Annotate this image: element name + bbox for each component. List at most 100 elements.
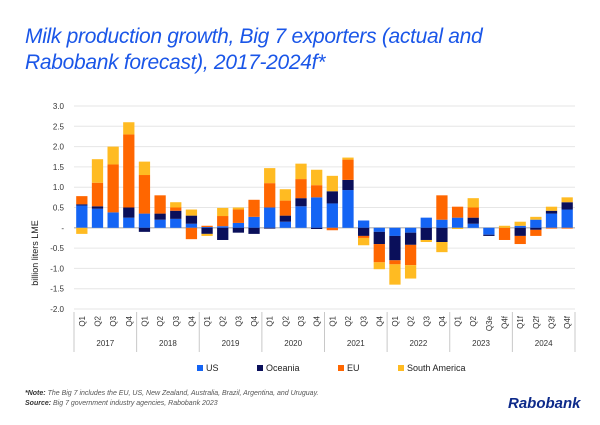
bar-segment-us: [76, 205, 88, 228]
bar-segment-eu: [264, 183, 276, 208]
bar-segment-oceania: [123, 207, 135, 218]
bar-segment-south-america: [170, 202, 182, 208]
bar-segment-south-america: [451, 227, 464, 230]
x-tick-label: Q1: [328, 315, 337, 326]
bar-segment-us: [264, 207, 276, 228]
y-tick-label: 3.0: [53, 102, 65, 111]
bar-segment-south-america: [279, 189, 291, 201]
x-tick-label: Q4: [250, 315, 259, 326]
bars: [76, 122, 573, 285]
bar-segment-oceania: [514, 227, 526, 236]
bar-segment-us: [248, 216, 260, 228]
bar-segment-oceania: [436, 227, 448, 243]
x-tick-label: Q2: [156, 315, 165, 326]
bar-segment-eu: [170, 207, 182, 211]
bar-segment-oceania: [91, 206, 104, 209]
bar-segment-us: [154, 219, 166, 228]
legend-label-oceania: Oceania: [266, 363, 300, 373]
bar-segment-eu: [326, 227, 338, 231]
x-tick-label: Q2: [407, 315, 416, 326]
x-tick-label: Q2f: [532, 315, 541, 329]
source-line: Source: Big 7 government industry agenci…: [25, 399, 319, 409]
bar-segment-eu: [389, 260, 401, 265]
legend-item-eu: EU: [338, 363, 360, 373]
legend-label-eu: EU: [347, 363, 360, 373]
bar-segment-us: [107, 212, 119, 228]
bar-segment-us: [311, 197, 323, 228]
bar-segment-south-america: [373, 262, 385, 270]
chart-title-line-2: Rabobank forecast), 2017-2024f*: [25, 51, 326, 74]
x-tick-label: Q1: [78, 315, 87, 326]
bar-segment-south-america: [107, 146, 119, 165]
x-tick-label: Q4: [125, 315, 134, 326]
bar-segment-eu: [279, 200, 291, 216]
bar-segment-south-america: [498, 225, 511, 228]
bar-segment-south-america: [420, 239, 432, 243]
x-tick-label: Q2: [93, 315, 102, 326]
x-tick-label: Q4f: [501, 315, 510, 329]
x-tick-label: Q4: [438, 315, 447, 326]
bar-segment-eu: [123, 134, 135, 208]
x-tick-label: Q1f: [516, 315, 525, 329]
note-label: *Note:: [25, 390, 46, 397]
bar-segment-oceania: [389, 235, 401, 261]
bar-segment-south-america: [295, 163, 307, 180]
bar-segment-eu: [76, 196, 88, 205]
bar-segment-us: [279, 221, 291, 228]
x-tick-label: Q2: [219, 315, 228, 326]
bar-segment-eu: [295, 179, 307, 199]
x-tick-label: Q3: [422, 315, 431, 326]
y-axis-label: billion liters LME: [30, 220, 40, 286]
x-tick-label: Q3: [360, 315, 369, 326]
bar-segment-us: [561, 209, 573, 228]
bar-segment-oceania: [404, 232, 417, 245]
bar-segment-south-america: [467, 198, 479, 208]
bar-segment-eu: [514, 235, 526, 245]
bar-segment-eu: [311, 185, 323, 198]
bar-segment-oceania: [217, 227, 229, 240]
x-group-label: 2019: [222, 339, 240, 348]
legend-swatch-oceania: [257, 365, 263, 371]
bar-segment-us: [138, 213, 151, 228]
bar-segment-oceania: [138, 227, 151, 232]
bar-segment-us: [545, 213, 558, 228]
rabobank-logo: Rabobank: [508, 395, 581, 412]
footnote: *Note: The Big 7 includes the EU, US, Ne…: [25, 389, 319, 409]
y-tick-label: -2.0: [50, 305, 64, 314]
bar-segment-eu: [201, 225, 213, 227]
bar-segment-eu: [358, 235, 370, 238]
bar-segment-eu: [498, 227, 511, 240]
y-tick-label: -1.0: [50, 264, 64, 273]
bar-segment-eu: [107, 164, 119, 213]
bar-segment-oceania: [326, 191, 338, 204]
x-tick-label: Q3: [234, 315, 243, 326]
bar-segment-oceania: [561, 202, 573, 210]
bar-segment-south-america: [311, 169, 323, 186]
x-tick-label: Q4: [187, 315, 196, 326]
bar-segment-south-america: [123, 122, 135, 135]
bar-segment-us: [451, 217, 464, 228]
chart-title-line-1: Milk production growth, Big 7 exporters …: [25, 25, 483, 48]
bar-segment-south-america: [404, 265, 417, 279]
legend: US Oceania EU South America: [0, 363, 600, 377]
y-tick-label: 0.5: [53, 204, 65, 213]
bar-segment-eu: [530, 229, 542, 236]
bar-segment-oceania: [248, 227, 260, 234]
bar-segment-south-america: [514, 221, 526, 226]
bar-segment-oceania: [530, 227, 542, 230]
bar-segment-eu: [373, 244, 385, 263]
bar-segment-south-america: [91, 159, 104, 183]
bar-segment-us: [467, 223, 479, 228]
bar-segment-us: [373, 227, 385, 232]
x-tick-label: Q2: [281, 315, 290, 326]
bar-segment-us: [404, 227, 417, 233]
bar-segment-oceania: [467, 217, 479, 224]
bar-segment-eu: [91, 182, 104, 207]
y-tick-label: 1.0: [53, 183, 65, 192]
bar-segment-eu: [451, 206, 464, 218]
stacked-bar-chart: 3.0 2.5 2.0 1.5 1.0 0.5 - -0.5 -1.0 -1.5 -2.0 bill…: [30, 102, 576, 352]
x-tick-label: Q3: [109, 315, 118, 326]
bar-segment-oceania: [170, 210, 182, 219]
bar-segment-oceania: [264, 227, 276, 229]
bar-segment-eu: [154, 195, 166, 214]
